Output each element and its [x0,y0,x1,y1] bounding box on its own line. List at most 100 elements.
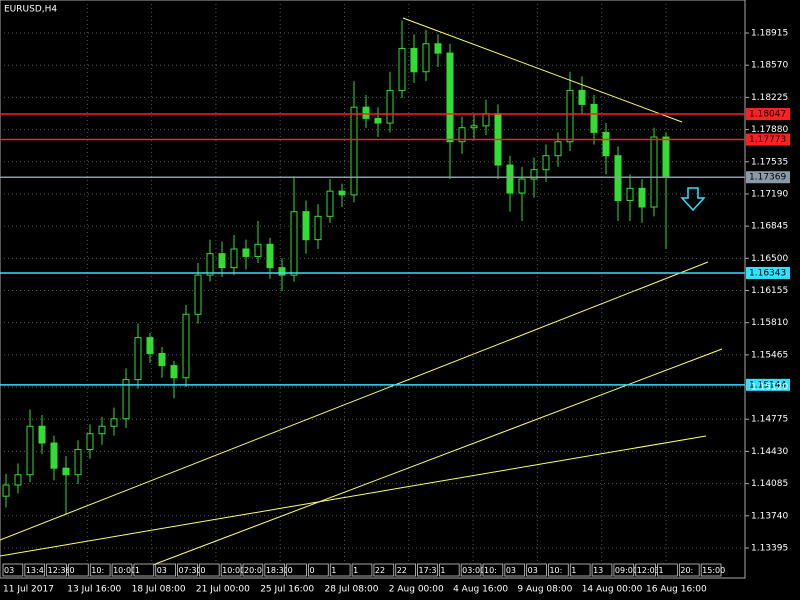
candle-body [458,127,466,143]
event-box [308,563,329,577]
candle-body [218,253,226,269]
y-tick-label: 1.15120 [751,383,788,393]
event-label: 18:30 [266,566,289,575]
candle-body [242,248,250,257]
event-label: 17:3 [419,566,437,575]
event-label: 0 [288,566,293,575]
candle-body [314,215,322,241]
x-tick-label: 14 Aug 00:00 [582,585,643,595]
event-label: 10: [484,566,497,575]
candle-body [86,433,94,451]
marks [2,20,670,515]
candle-body [662,136,670,178]
event-label: 1 [571,566,576,575]
event-label: 03 [4,566,14,575]
x-tick-label: 21 Jul 00:00 [196,585,250,595]
event-label: 03 [528,566,538,575]
candle-body [350,106,358,196]
candle-body [590,103,598,133]
event-label: 10:00 [222,566,245,575]
y-tick-label: 1.13740 [751,511,788,521]
candle-body [98,425,106,435]
event-label: 03:00 [462,566,485,575]
event-label: 0 [200,566,205,575]
event-box [89,563,111,577]
candle-body [254,243,262,257]
candle-body [38,425,46,444]
event-label: 07:30 [179,566,202,575]
candle-body [14,474,22,486]
event-box [220,563,242,577]
x-tick-label: 9 Aug 08:00 [517,585,572,595]
y-tick-label: 1.13395 [751,543,788,553]
event-label: 10: [91,566,104,575]
candle-body [62,467,70,476]
candle-body [506,164,514,194]
chart-title: EURUSD,H4 [4,5,57,15]
event-box [526,563,547,577]
event-label: 1 [659,566,664,575]
event-box [569,563,591,577]
levels: 1.18047 1.17773 1.17369 1.16343 1.15144 [0,107,790,391]
y-tick-label: 1.14085 [751,479,788,489]
event-box [198,563,220,577]
candle-body [278,267,286,276]
candle-body [542,155,550,171]
y-tick-label: 1.17190 [751,189,788,199]
price-level-box [746,133,790,146]
event-box [373,563,395,577]
candle-body [194,274,202,315]
candle-body [26,425,34,476]
candle-body [602,131,610,157]
event-label: 10: [549,566,562,575]
candle-body [650,136,658,208]
event-box [68,563,89,577]
candle-body [170,365,178,379]
plot-frame [0,0,746,579]
event-box [700,563,722,577]
event-label: 09:00 [615,566,638,575]
candle-body [338,190,346,196]
down-arrow [680,187,706,212]
x-tick-label: 16 Aug 16:00 [646,585,707,595]
y-tick-label: 1.15810 [751,318,788,328]
candle-body [74,449,82,476]
event-box [2,563,24,577]
x-tick-label: 13 Jul 16:00 [67,585,121,595]
event-box [678,563,700,577]
event-label: 12:36 [48,566,71,575]
candle-body [362,106,370,119]
candle-body [230,248,238,269]
event-label: 13:4 [26,566,44,575]
event-label: 1 [331,566,336,575]
candle-body [614,155,622,201]
event-label: 12:03 [637,566,660,575]
trend-line [402,17,683,123]
candle-body [482,113,490,127]
x-tick-label: 4 Aug 16:00 [453,585,508,595]
event-box [24,563,46,577]
event-label: 15:00 [702,566,725,575]
event-box [351,563,373,577]
candle-body [206,253,214,276]
candle-body [578,89,586,105]
candle-body [398,47,406,91]
y-tick-label: 1.17535 [751,157,788,167]
event-label: 20: [680,566,693,575]
event-box [482,563,504,577]
event-box [438,563,460,577]
event-box [155,563,176,577]
event-box [591,563,613,577]
candle-body [410,47,418,73]
candle-body [518,178,526,194]
candle-body [554,141,562,157]
event-box [417,563,438,577]
trend-line [0,261,709,541]
event-box [613,563,635,577]
event-box [177,563,198,577]
price-level-label: 1.16343 [749,268,786,278]
event-box [395,563,416,577]
candle-body [50,442,58,469]
event-box [286,563,307,577]
